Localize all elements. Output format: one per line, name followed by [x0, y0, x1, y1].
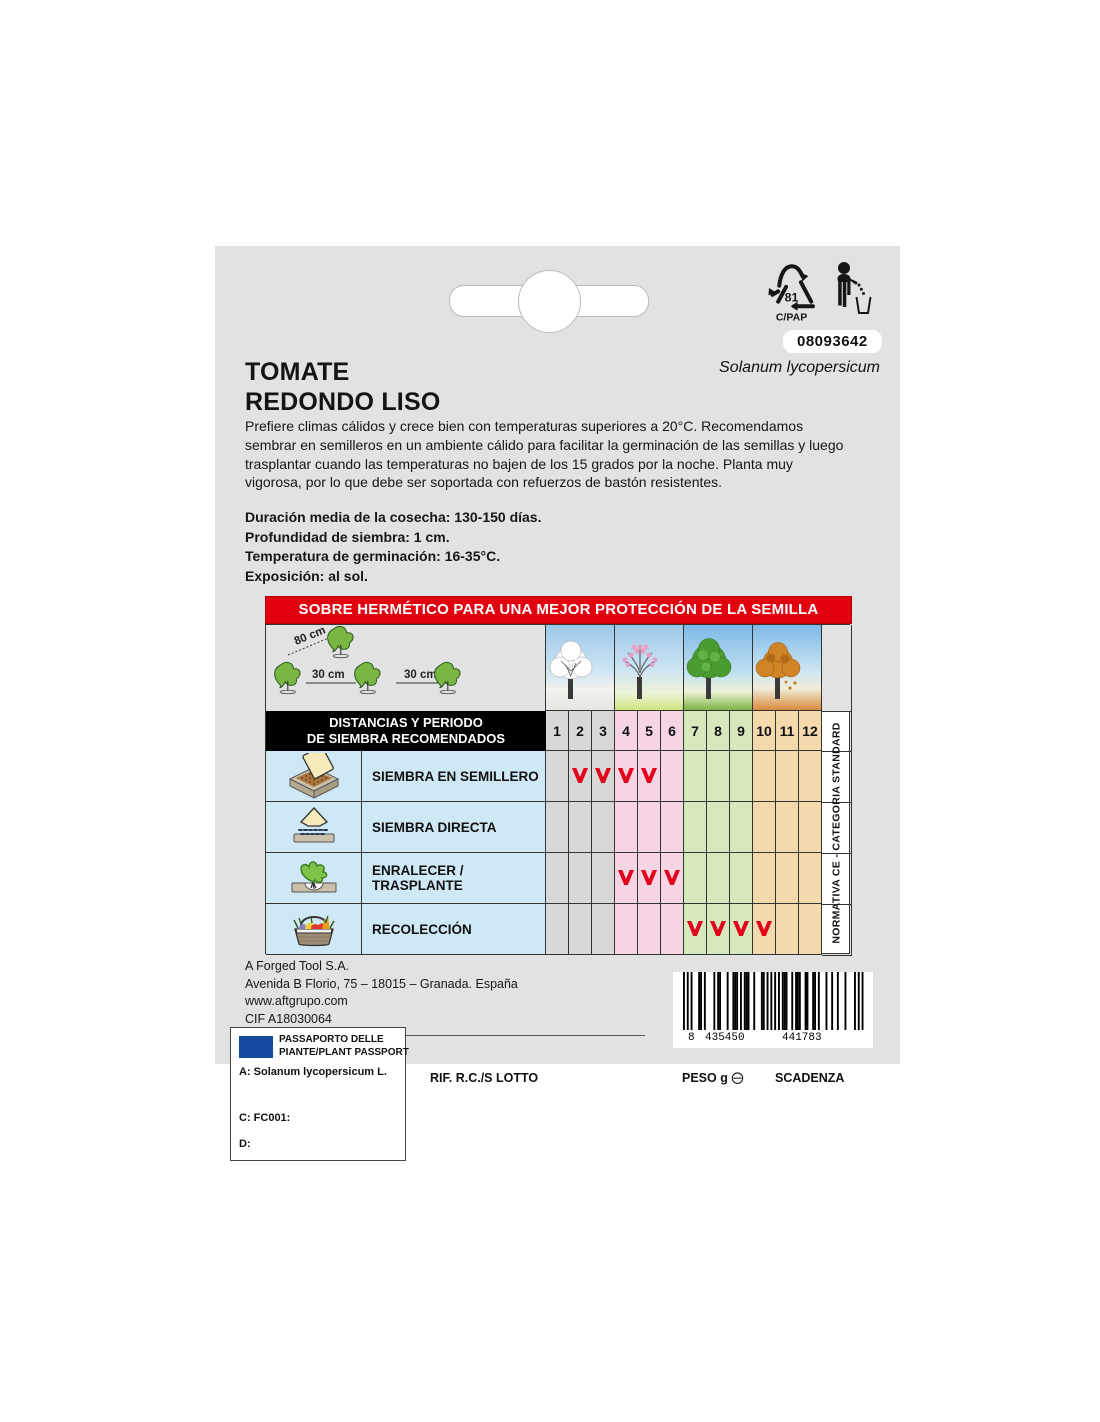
svg-text:30 cm: 30 cm — [312, 669, 345, 681]
svg-text:435450: 435450 — [705, 1032, 745, 1044]
svg-text:81: 81 — [785, 290, 799, 304]
svg-text:8: 8 — [688, 1032, 695, 1044]
svg-text:80 cm: 80 cm — [293, 625, 328, 648]
svg-text:C/PAP: C/PAP — [776, 312, 807, 323]
svg-text:441783: 441783 — [782, 1032, 822, 1044]
svg-text:30 cm: 30 cm — [404, 669, 437, 681]
